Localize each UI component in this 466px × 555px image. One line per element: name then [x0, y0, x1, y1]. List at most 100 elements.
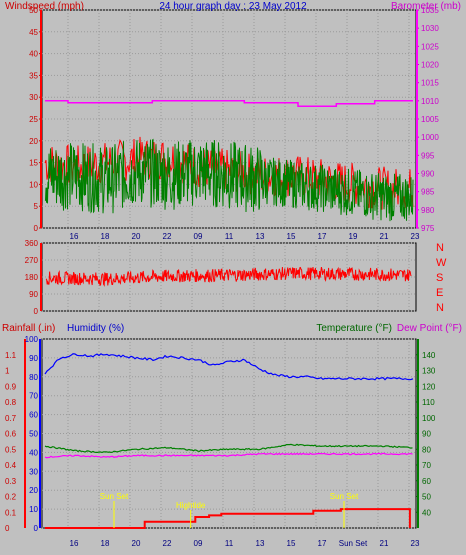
humidity-tick-label: 30 [29, 467, 38, 476]
rainfall-tick-label: 0.4 [5, 461, 17, 470]
time-tick-label: 21 [380, 539, 389, 548]
time-tick-label: 17 [318, 232, 327, 241]
windspeed-tick-label: 5 [34, 202, 39, 211]
temperature-tick-label: 40 [422, 508, 431, 517]
time-tick-label: 13 [256, 232, 265, 241]
rainfall-tick-label: 0.1 [5, 508, 17, 517]
windspeed-tick-label: 15 [29, 159, 38, 168]
barometer-series-line [45, 100, 413, 108]
temperature-tick-label: 130 [422, 367, 436, 376]
barometer-tick-label: 1010 [421, 97, 439, 106]
humidity-tick-label: 50 [29, 430, 38, 439]
compass-label: E [436, 287, 443, 299]
temperature-series-line [44, 443, 413, 454]
gust-series-line [44, 136, 414, 211]
time-tick-label: 09 [194, 232, 203, 241]
time-tick-label: 11 [225, 539, 234, 548]
temperature-tick-label: 110 [422, 398, 435, 407]
time-tick-label: 15 [287, 539, 296, 548]
humidity-tick-label: 60 [29, 411, 38, 420]
time-tick-label: 15 [287, 232, 296, 241]
windspeed-tick-label: 25 [29, 115, 38, 124]
temperature-axis-title: Temperature (°F) [316, 323, 392, 334]
rainfall-tick-label: 0 [5, 524, 10, 533]
barometer-tick-label: 995 [421, 151, 435, 160]
temperature-tick-label: 90 [422, 430, 431, 439]
time-tick-label: 23 [411, 539, 420, 548]
direction-tick-label: 270 [25, 256, 39, 265]
time-tick-label: 11 [225, 232, 234, 241]
time-tick-label: 17 [318, 539, 327, 548]
humidity-tick-label: 80 [29, 373, 38, 382]
barometer-tick-label: 1000 [421, 133, 439, 142]
humidity-tick-label: 0 [34, 524, 39, 533]
humidity-series-line [44, 353, 414, 381]
windspeed-series-line [44, 138, 414, 222]
barometer-tick-label: 1005 [421, 115, 439, 124]
wind-direction-series [45, 266, 412, 287]
time-tick-label: 23 [411, 232, 420, 241]
rainfall-tick-label: 0.8 [5, 398, 17, 407]
time-tick-label: 18 [101, 539, 110, 548]
rainfall-series-line [45, 508, 411, 529]
compass-label: N [436, 302, 444, 314]
time-tick-label: 22 [163, 232, 172, 241]
time-tick-label: 20 [132, 539, 141, 548]
windspeed-tick-label: 35 [29, 71, 38, 80]
temperature-tick-label: 70 [422, 461, 431, 470]
rainfall-tick-label: 0.5 [5, 445, 17, 454]
rainfall-tick-label: 0.6 [5, 430, 17, 439]
annotation-label: Sun Set [330, 492, 359, 501]
annotation-label: Hightide [176, 501, 206, 510]
dewpoint-axis-title: Dew Point (°F) [397, 323, 462, 334]
barometer-tick-label: 980 [421, 206, 435, 215]
compass-label: S [436, 272, 443, 284]
rainfall-tick-label: 0.9 [5, 382, 17, 391]
barometer-tick-label: 1035 [421, 6, 439, 15]
rainfall-tick-label: 1 [5, 367, 10, 376]
barometer-tick-label: 990 [421, 170, 435, 179]
barometer-axis-title: Barometer (mb) [391, 1, 461, 12]
windspeed-tick-label: 20 [29, 137, 38, 146]
time-tick-label: Sun Set [339, 539, 368, 548]
windspeed-tick-label: 45 [29, 28, 38, 37]
temperature-tick-label: 140 [422, 351, 436, 360]
barometer-tick-label: 975 [421, 224, 435, 233]
time-tick-label: 09 [194, 539, 203, 548]
time-tick-label: 18 [101, 232, 110, 241]
barometer-tick-label: 985 [421, 188, 435, 197]
temperature-tick-label: 120 [422, 382, 436, 391]
rainfall-tick-label: 1.1 [5, 351, 17, 360]
compass-label: N [436, 242, 444, 254]
direction-tick-label: 0 [34, 307, 39, 316]
temperature-tick-label: 60 [422, 477, 431, 486]
rainfall-tick-label: 0.3 [5, 477, 17, 486]
direction-tick-label: 360 [25, 239, 39, 248]
humidity-tick-label: 20 [29, 486, 38, 495]
humidity-tick-label: 100 [25, 335, 39, 344]
direction-tick-label: 90 [29, 290, 38, 299]
annotation-label: Sun Set [100, 492, 129, 501]
temperature-tick-label: 100 [422, 414, 436, 423]
rainfall-tick-label: 0.2 [5, 493, 17, 502]
windspeed-tick-label: 0 [34, 224, 39, 233]
time-tick-label: 13 [256, 539, 265, 548]
humidity-tick-label: 70 [29, 392, 38, 401]
chart-title: 24 hour graph day : 23 May 2012 [159, 1, 307, 12]
rainfall-tick-label: 0.7 [5, 414, 17, 423]
barometer-tick-label: 1030 [421, 24, 439, 33]
time-tick-label: 20 [132, 232, 141, 241]
rainfall-axis-title: Rainfall (.in) [2, 323, 55, 334]
windspeed-tick-label: 50 [29, 6, 38, 15]
dewpoint-series-line [44, 452, 413, 459]
humidity-tick-label: 40 [29, 448, 38, 457]
windspeed-tick-label: 40 [29, 50, 38, 59]
temperature-tick-label: 50 [422, 493, 431, 502]
humidity-tick-label: 90 [29, 354, 38, 363]
barometer-tick-label: 1025 [421, 42, 439, 51]
windspeed-tick-label: 30 [29, 93, 38, 102]
windspeed-tick-label: 10 [29, 180, 38, 189]
windspeed-axis-title: Windspeed (mph) [5, 1, 84, 12]
direction-tick-label: 180 [25, 273, 39, 282]
